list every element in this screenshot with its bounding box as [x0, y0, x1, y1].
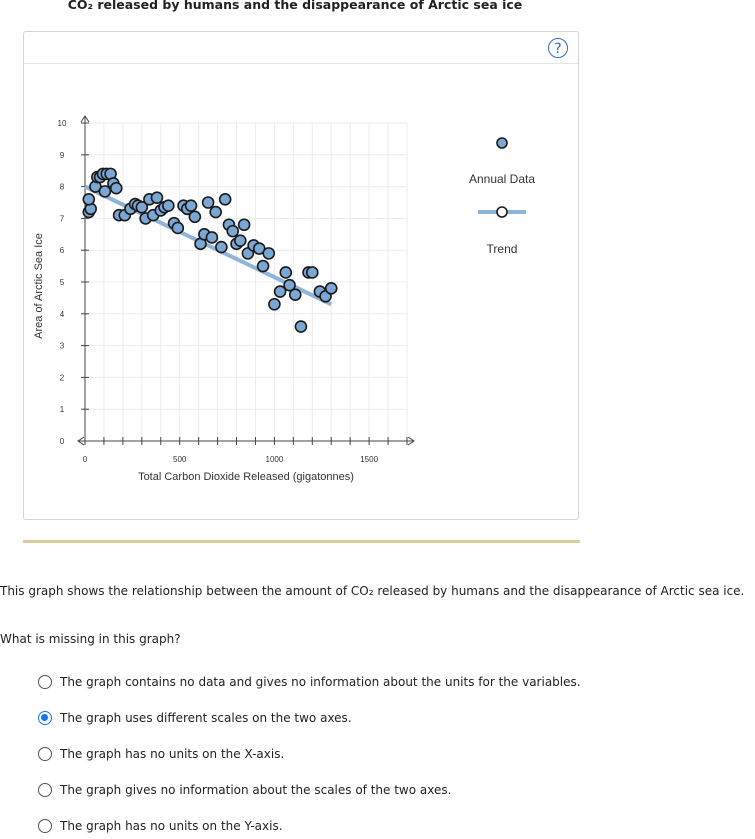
y-tick-label: 10: [58, 119, 67, 128]
y-axis-arrow-icon: [80, 115, 90, 123]
data-point: [226, 224, 240, 238]
data-point: [262, 247, 276, 260]
x-tick-label: 0: [83, 455, 88, 464]
x-axis-right-arrow-icon: [407, 436, 415, 446]
scatter-plot: 0 1 2 3 4 5 6 7 8 9 10 0 500 1000 1500 Total Carbon Dio…: [33, 115, 526, 483]
data-point: [273, 285, 287, 298]
option-1[interactable]: The graph contains no data and gives no …: [38, 673, 581, 691]
y-tick-label: 9: [60, 151, 65, 160]
legend-annual-label: Annual Data: [468, 172, 536, 186]
data-point: [324, 282, 338, 295]
help-button[interactable]: ?: [548, 38, 568, 58]
graph-description: This graph shows the relationship betwee…: [0, 584, 745, 598]
option-label: The graph has no units on the X-axis.: [60, 747, 285, 761]
data-point: [184, 199, 198, 212]
x-tick-label: 1500: [360, 455, 378, 464]
y-axis-label: Area of Arctic Sea Ice: [33, 233, 45, 339]
option-label: The graph gives no information about the…: [60, 783, 452, 797]
data-point: [109, 181, 123, 195]
radio-button[interactable]: [38, 783, 52, 797]
data-point: [215, 240, 228, 254]
data-point: [279, 266, 293, 279]
option-2[interactable]: The graph uses different scales on the t…: [38, 709, 352, 727]
data-point: [98, 185, 112, 198]
data-point: [201, 196, 215, 209]
y-tick-label: 2: [60, 373, 65, 382]
y-tick-label: 3: [60, 342, 65, 351]
x-tick-label: 500: [173, 455, 187, 464]
option-label: The graph has no units on the Y-axis.: [60, 819, 283, 833]
x-axis-label: Total Carbon Dioxide Released (gigatonne…: [138, 471, 354, 483]
radio-button-selected[interactable]: [38, 711, 52, 725]
y-tick-label: 1: [60, 405, 65, 414]
data-point: [288, 288, 302, 302]
legend-trend-marker-icon: [496, 206, 508, 218]
y-tick-label: 7: [60, 214, 65, 223]
y-tick-label: 6: [60, 246, 65, 255]
section-divider: [23, 540, 580, 543]
legend-point-icon: [496, 137, 508, 149]
data-point: [135, 200, 149, 214]
data-point: [205, 231, 219, 244]
data-point: [188, 210, 202, 224]
x-tick-label: 1000: [266, 455, 284, 464]
data-point: [294, 320, 308, 333]
y-tick-label: 0: [60, 437, 65, 446]
data-point: [209, 205, 222, 219]
legend-trend-label: Trend: [486, 242, 518, 256]
data-point: [234, 234, 247, 247]
radio-button[interactable]: [38, 819, 52, 833]
data-point: [218, 193, 232, 206]
radio-button[interactable]: [38, 747, 52, 761]
radio-button[interactable]: [38, 675, 52, 689]
option-label: The graph contains no data and gives no …: [60, 675, 581, 689]
option-label: The graph uses different scales on the t…: [60, 711, 352, 725]
page-title: CO₂ released by humans and the disappear…: [67, 0, 523, 12]
option-5[interactable]: The graph has no units on the Y-axis.: [38, 817, 283, 835]
y-tick-label: 8: [60, 183, 65, 192]
graph-card: ?: [23, 31, 579, 520]
data-point: [256, 259, 270, 273]
data-point: [162, 199, 175, 212]
data-point: [268, 297, 281, 311]
data-point: [305, 266, 319, 279]
data-point: [82, 193, 96, 206]
y-tick-label: 4: [60, 310, 65, 319]
data-point: [150, 191, 164, 205]
option-3[interactable]: The graph has no units on the X-axis.: [38, 745, 284, 763]
y-tick-label: 5: [60, 278, 65, 287]
data-point: [171, 221, 185, 235]
x-axis-left-arrow-icon: [77, 436, 85, 446]
card-header-divider: [24, 63, 578, 64]
option-4[interactable]: The graph gives no information about the…: [38, 781, 451, 799]
data-point: [237, 218, 251, 232]
data-point: [283, 278, 296, 292]
question-text: What is missing in this graph?: [0, 632, 181, 646]
